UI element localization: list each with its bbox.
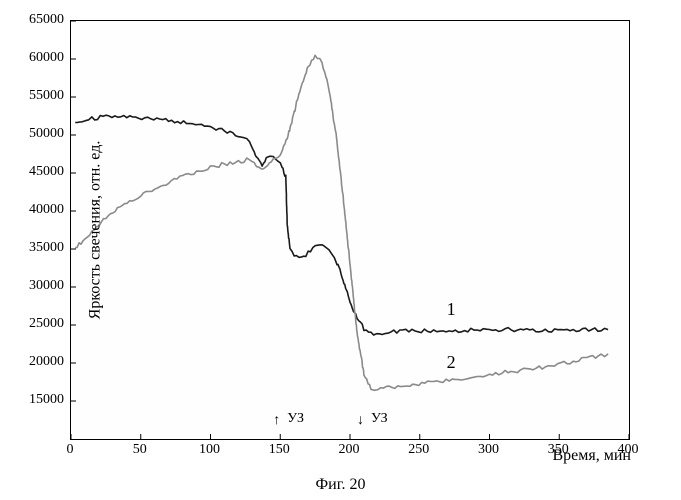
plot-area (70, 20, 630, 440)
ytick-label: 30000 (20, 278, 64, 294)
figure-caption: Фиг. 20 (316, 476, 366, 494)
ytick-label: 35000 (20, 240, 64, 256)
ytick-label: 20000 (20, 354, 64, 370)
ytick-label: 45000 (20, 164, 64, 180)
y-axis-label: Яркость свечения, отн. ед. (86, 141, 104, 320)
annotation-arrow-1: ↓ (357, 411, 364, 427)
ytick-label: 55000 (20, 88, 64, 104)
ytick-label: 65000 (20, 12, 64, 28)
ytick-label: 50000 (20, 126, 64, 142)
ytick-label: 25000 (20, 316, 64, 332)
series-1 (75, 115, 608, 335)
annotation-text-1: УЗ (371, 411, 388, 427)
xtick-label: 150 (264, 442, 294, 458)
xtick-label: 200 (334, 442, 364, 458)
series-label-2: 2 (447, 352, 456, 373)
xtick-label: 350 (543, 442, 573, 458)
ytick-label: 15000 (20, 392, 64, 408)
xtick-label: 400 (613, 442, 643, 458)
figure: Яркость свечения, отн. ед. Время, мин Фи… (0, 0, 681, 500)
xtick-label: 250 (404, 442, 434, 458)
series-2 (75, 55, 608, 390)
ytick-label: 40000 (20, 202, 64, 218)
annotation-arrow-0: ↑ (273, 411, 280, 427)
chart-svg (71, 21, 629, 439)
annotation-text-0: УЗ (287, 411, 304, 427)
xtick-label: 0 (55, 442, 85, 458)
series-label-1: 1 (447, 299, 456, 320)
ytick-label: 60000 (20, 50, 64, 66)
xtick-label: 50 (125, 442, 155, 458)
xtick-label: 100 (195, 442, 225, 458)
xtick-label: 300 (474, 442, 504, 458)
